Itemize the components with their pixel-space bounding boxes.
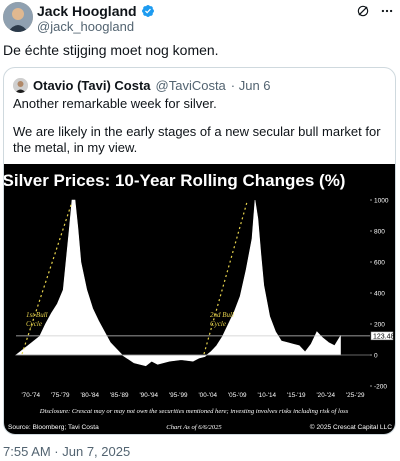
y-axis-ticks: 1000 800 600 400 200 0 -200 [370, 198, 389, 391]
x-tick-label: '80-'84 [80, 392, 99, 399]
x-tick-label: '00-'04 [198, 392, 217, 399]
verified-badge-icon [141, 5, 154, 17]
quoted-text: Another remarkable week for silver. We a… [13, 96, 388, 168]
x-tick-label: '70-'74 [21, 392, 40, 399]
x-axis-ticks: '70-'74 '75-'79 '80-'84 '85-'89 '90-'94 '95-'… [21, 392, 365, 399]
author-handle[interactable]: @jack_hoogland [37, 19, 135, 34]
more-options-icon[interactable] [380, 4, 394, 18]
x-tick-label: '20-'24 [316, 392, 335, 399]
x-tick-label: '15-'19 [287, 392, 306, 399]
y-tick-label: 600 [374, 260, 385, 267]
chart-as-of: Chart As of 6/6/2025 [166, 424, 222, 431]
x-tick-label: '90-'94 [139, 392, 158, 399]
x-tick-label: '10-'14 [257, 392, 276, 399]
bull-cycle-1-arrow [21, 201, 73, 355]
last-value-label: 123.48 [373, 333, 395, 340]
tweet-text: De échte stijging moet nog komen. [3, 42, 219, 58]
x-tick-label: '85-'89 [110, 392, 129, 399]
x-tick-label: '95-'99 [169, 392, 188, 399]
avatar[interactable] [3, 2, 33, 32]
bull-cycle-1-label: 1st Bull Cycle [26, 311, 49, 328]
quoted-handle: @TaviCosta [155, 77, 226, 93]
y-tick-label: 0 [374, 353, 378, 360]
grok-icon[interactable] [356, 4, 370, 18]
series-area [15, 199, 341, 367]
y-tick-label: 800 [374, 229, 385, 236]
chart-copyright: © 2025 Crescat Capital LLC [310, 423, 392, 431]
x-tick-label: '75-'79 [51, 392, 70, 399]
x-tick-label: '05-'09 [228, 392, 247, 399]
quoted-paragraph: Another remarkable week for silver. [13, 96, 217, 111]
quoted-avatar [13, 77, 28, 93]
quoted-tweet[interactable]: Otavio (Tavi) Costa @TaviCosta · Jun 6 A… [3, 67, 396, 435]
author-display-name[interactable]: Jack Hoogland [37, 3, 137, 19]
y-tick-label: -200 [374, 384, 387, 391]
tweet-timestamp[interactable]: 7:55 AM · Jun 7, 2025 [3, 444, 131, 459]
silver-chart[interactable]: Silver Prices: 10-Year Rolling Changes (… [4, 164, 395, 434]
tweet-header: Jack Hoogland @jack_hoogland [0, 0, 400, 36]
chart-svg: Silver Prices: 10-Year Rolling Changes (… [4, 171, 395, 431]
y-tick-label: 1000 [374, 198, 389, 205]
chart-title: Silver Prices: 10-Year Rolling Changes (… [4, 171, 345, 190]
bull-cycle-2-label: 2nd Bull Cycle [210, 311, 236, 328]
quoted-date: · Jun 6 [230, 77, 271, 93]
y-tick-label: 200 [374, 322, 385, 329]
bull-cycle-2-arrow [203, 201, 248, 355]
y-tick-label: 400 [374, 291, 385, 298]
quoted-display-name: Otavio (Tavi) Costa [33, 77, 151, 93]
chart-source: Source: Bloomberg; Tavi Costa [8, 424, 99, 431]
last-value-marker: 123.48 [370, 331, 395, 340]
chart-disclosure: Disclosure: Crescat may or may not own t… [39, 408, 349, 415]
quoted-paragraph: We are likely in the early stages of a n… [13, 124, 381, 155]
x-tick-label: '25-'29 [346, 392, 365, 399]
